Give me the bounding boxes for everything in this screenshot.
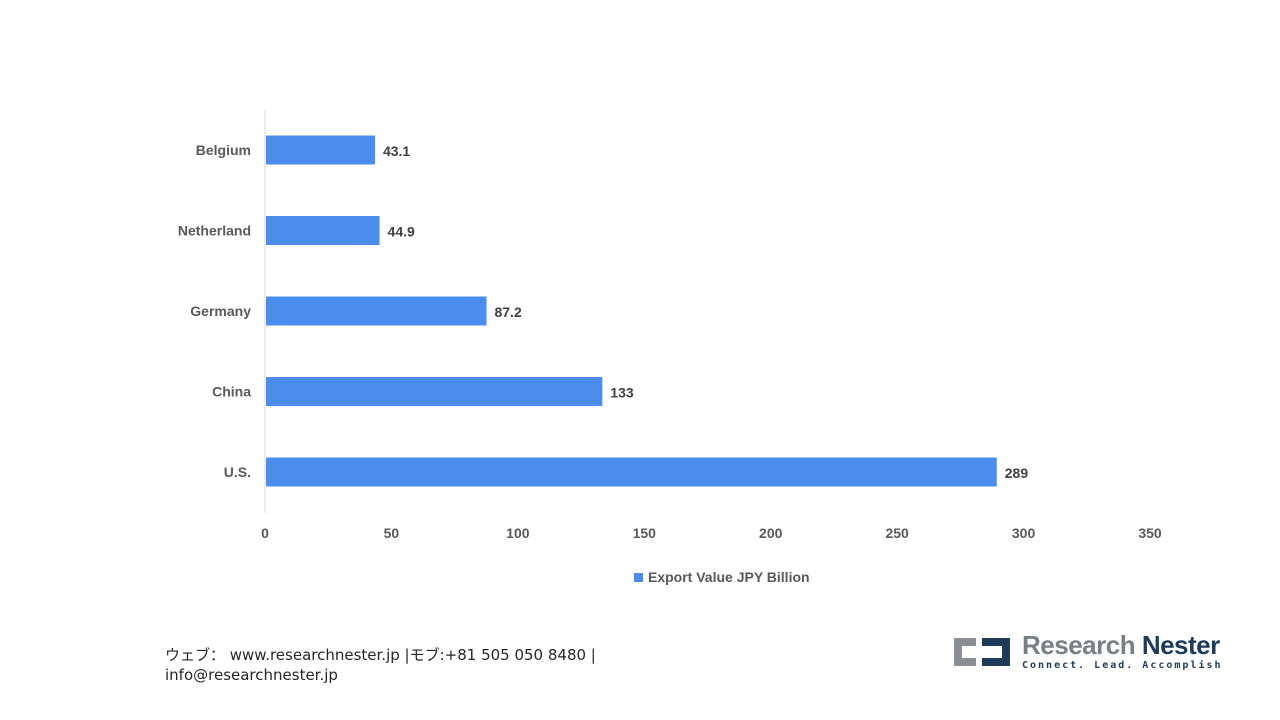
x-tick-label: 250 xyxy=(885,525,909,541)
bar-germany xyxy=(266,296,487,326)
data-label: 289 xyxy=(1005,465,1029,481)
logo-title: Research Nester xyxy=(1022,630,1220,661)
logo-mark-icon xyxy=(954,638,1010,666)
category-label: Germany xyxy=(190,303,251,319)
footer-line-email: info@researchnester.jp xyxy=(165,666,338,684)
x-tick-label: 300 xyxy=(1012,525,1036,541)
bar-netherland xyxy=(266,216,380,245)
legend: Export Value JPY Billion xyxy=(634,569,810,585)
research-nester-logo: Research Nester Connect. Lead. Accomplis… xyxy=(950,630,1221,674)
bar-u-s xyxy=(266,457,997,487)
x-tick-label: 100 xyxy=(506,525,530,541)
x-tick-label: 200 xyxy=(759,525,783,541)
category-label: China xyxy=(212,384,251,400)
footer-contact: ウェブ： www.researchnester.jp |モブ:+81 505 0… xyxy=(165,645,596,685)
legend-label: Export Value JPY Billion xyxy=(648,569,810,585)
logo-tagline: Connect. Lead. Accomplish xyxy=(1022,660,1223,671)
data-label: 87.2 xyxy=(494,304,521,320)
x-tick-label: 350 xyxy=(1138,525,1162,541)
bar-chart: Belgium Netherland Germany China U.S. 43.1 44… xyxy=(178,110,1162,541)
bar-belgium xyxy=(266,135,375,165)
x-tick-label: 50 xyxy=(384,525,400,541)
logo-word-research: Research xyxy=(1022,630,1136,660)
x-tick-label: 0 xyxy=(261,525,269,541)
data-label: 44.9 xyxy=(388,224,415,240)
category-label: Netherland xyxy=(178,223,251,239)
data-label: 133 xyxy=(610,385,634,401)
legend-swatch xyxy=(634,572,643,582)
category-label: U.S. xyxy=(224,464,251,480)
data-label: 43.1 xyxy=(383,143,410,159)
category-label: Belgium xyxy=(196,142,251,158)
footer-line-web-phone: ウェブ： www.researchnester.jp |モブ:+81 505 0… xyxy=(165,646,596,664)
x-tick-label: 150 xyxy=(633,525,657,541)
logo-word-nester: Nester xyxy=(1141,630,1220,660)
bar-china xyxy=(266,377,603,406)
